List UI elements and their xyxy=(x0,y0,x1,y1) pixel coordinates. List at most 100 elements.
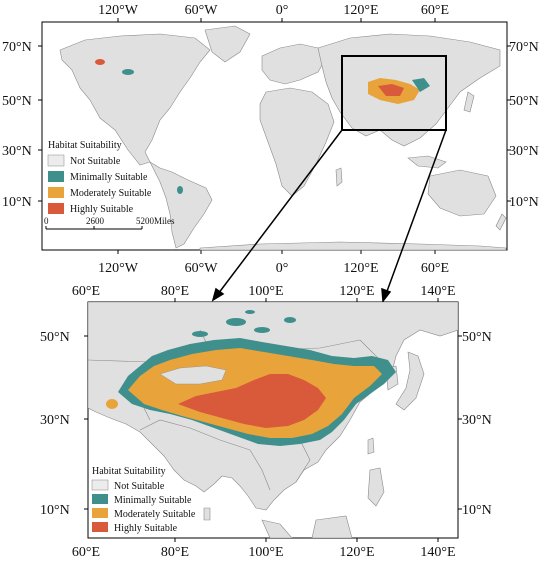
detail-philippines xyxy=(367,467,385,507)
world-bottom-tick-60w: 60°W xyxy=(185,261,219,276)
world-left-tick-70n: 70°N xyxy=(2,40,32,55)
world-legend-label-mod: Moderately Suitable xyxy=(70,188,152,199)
detail-japan xyxy=(395,351,425,411)
detail-region-high-2 xyxy=(300,390,324,404)
world-right-tick-50n: 50°N xyxy=(509,94,539,109)
world-top-tick-120w: 120°W xyxy=(98,3,139,18)
detail-top-tick-80e: 80°E xyxy=(161,284,189,299)
world-bottom-tick-0: 0° xyxy=(276,261,289,276)
world-top-tick-120e: 120°E xyxy=(343,3,378,18)
world-legend-swatch-min xyxy=(48,171,64,182)
scale-label-2600: 2600 xyxy=(86,216,105,226)
detail-legend: Habitat Suitability Not Suitable Minimal… xyxy=(91,466,196,534)
world-patch-china-high xyxy=(378,84,404,96)
detail-tick-marks xyxy=(84,298,462,542)
north-america xyxy=(59,33,211,166)
japan xyxy=(463,91,475,113)
world-legend-swatch-not xyxy=(47,154,65,167)
world-map-panel: 120°W 60°W 0° 120°E 60°E 70°N 50°N 30°N … xyxy=(2,3,539,276)
detail-right-tick-50n: 50°N xyxy=(462,330,492,345)
world-bottom-tick-120w: 120°W xyxy=(98,261,139,276)
detail-legend-swatch-high xyxy=(92,522,108,532)
detail-patch-n4 xyxy=(192,331,208,337)
world-legend: Habitat Suitability Not Suitable Minimal… xyxy=(47,140,152,215)
detail-top-tick-120e: 120°E xyxy=(339,284,374,299)
detail-patch-n1 xyxy=(226,318,246,326)
detail-legend-title: Habitat Suitability xyxy=(92,466,166,477)
world-top-tick-60w: 60°W xyxy=(185,3,219,18)
world-patch-alaska xyxy=(95,59,105,65)
world-patch-china-minimal xyxy=(412,78,430,92)
world-suitability-patches xyxy=(95,59,430,194)
scale-label-5200: 5200Miles xyxy=(136,216,175,226)
detail-borneo xyxy=(311,515,353,538)
connector-right xyxy=(385,129,447,295)
south-america xyxy=(149,161,213,249)
detail-patch-n3 xyxy=(284,317,296,323)
world-legend-label-high: Highly Suitable xyxy=(70,204,134,215)
detail-top-tick-100e: 100°E xyxy=(248,284,283,299)
world-top-tick-0: 0° xyxy=(276,3,289,18)
detail-bottom-tick-140e: 140°E xyxy=(420,545,455,560)
detail-region-tarim-hole xyxy=(159,365,227,385)
detail-patch-n2 xyxy=(254,327,270,333)
world-left-tick-30n: 30°N xyxy=(2,144,32,159)
world-legend-swatch-high xyxy=(48,203,64,214)
detail-region-high xyxy=(178,374,326,428)
detail-right-tick-10n: 10°N xyxy=(462,503,492,518)
antarctica xyxy=(199,241,507,251)
world-top-tick-60e: 60°E xyxy=(421,3,449,18)
world-bottom-tick-120e: 120°E xyxy=(343,261,378,276)
detail-legend-label-not: Not Suitable xyxy=(114,481,165,492)
detail-patch-west xyxy=(106,399,118,409)
world-left-tick-50n: 50°N xyxy=(2,94,32,109)
detail-legend-label-mod: Moderately Suitable xyxy=(114,509,196,520)
world-right-tick-30n: 30°N xyxy=(509,144,539,159)
europe xyxy=(261,43,326,85)
detail-legend-swatch-not xyxy=(91,479,109,491)
new-zealand xyxy=(495,213,507,231)
detail-legend-swatch-mod xyxy=(92,508,108,518)
detail-bottom-tick-100e: 100°E xyxy=(248,545,283,560)
detail-top-tick-140e: 140°E xyxy=(420,284,455,299)
detail-legend-swatch-min xyxy=(92,494,108,504)
detail-legend-label-min: Minimally Suitable xyxy=(114,495,192,506)
indonesia xyxy=(407,155,447,169)
detail-bottom-tick-80e: 80°E xyxy=(161,545,189,560)
detail-left-tick-10n: 10°N xyxy=(40,503,70,518)
world-legend-label-not: Not Suitable xyxy=(70,156,121,167)
connector-right-arrowhead xyxy=(381,287,392,303)
world-patch-southamerica xyxy=(177,186,183,194)
detail-left-tick-30n: 30°N xyxy=(40,413,70,428)
world-right-tick-10n: 10°N xyxy=(509,195,539,210)
world-patch-canada xyxy=(122,69,134,75)
detail-top-tick-60e: 60°E xyxy=(72,284,100,299)
greenland xyxy=(204,25,251,63)
detail-right-tick-30n: 30°N xyxy=(462,413,492,428)
detail-map-panel: 60°E 80°E 100°E 120°E 140°E 50°N 30°N 10… xyxy=(40,284,492,560)
scale-label-0: 0 xyxy=(44,216,49,226)
world-inset-box xyxy=(341,55,447,131)
world-legend-swatch-mod xyxy=(48,187,64,198)
detail-bottom-tick-60e: 60°E xyxy=(72,545,100,560)
connector-left-arrowhead xyxy=(211,287,225,302)
detail-sumatra xyxy=(261,519,293,538)
detail-legend-label-high: Highly Suitable xyxy=(114,523,178,534)
world-legend-title: Habitat Suitability xyxy=(48,140,122,151)
detail-patch-n5 xyxy=(245,310,255,314)
world-tick-marks xyxy=(38,18,511,254)
australia xyxy=(427,169,497,217)
africa xyxy=(259,87,335,197)
world-legend-label-min: Minimally Suitable xyxy=(70,172,148,183)
world-scale-bar: 0 2600 5200Miles xyxy=(44,216,175,230)
world-right-tick-70n: 70°N xyxy=(509,40,539,55)
world-left-tick-10n: 10°N xyxy=(2,195,32,210)
madagascar xyxy=(335,167,343,187)
detail-srilanka xyxy=(203,507,211,521)
detail-left-tick-50n: 50°N xyxy=(40,330,70,345)
detail-bottom-tick-120e: 120°E xyxy=(339,545,374,560)
detail-map-content xyxy=(88,302,458,538)
world-bottom-tick-60e: 60°E xyxy=(421,261,449,276)
detail-taiwan xyxy=(367,437,375,455)
